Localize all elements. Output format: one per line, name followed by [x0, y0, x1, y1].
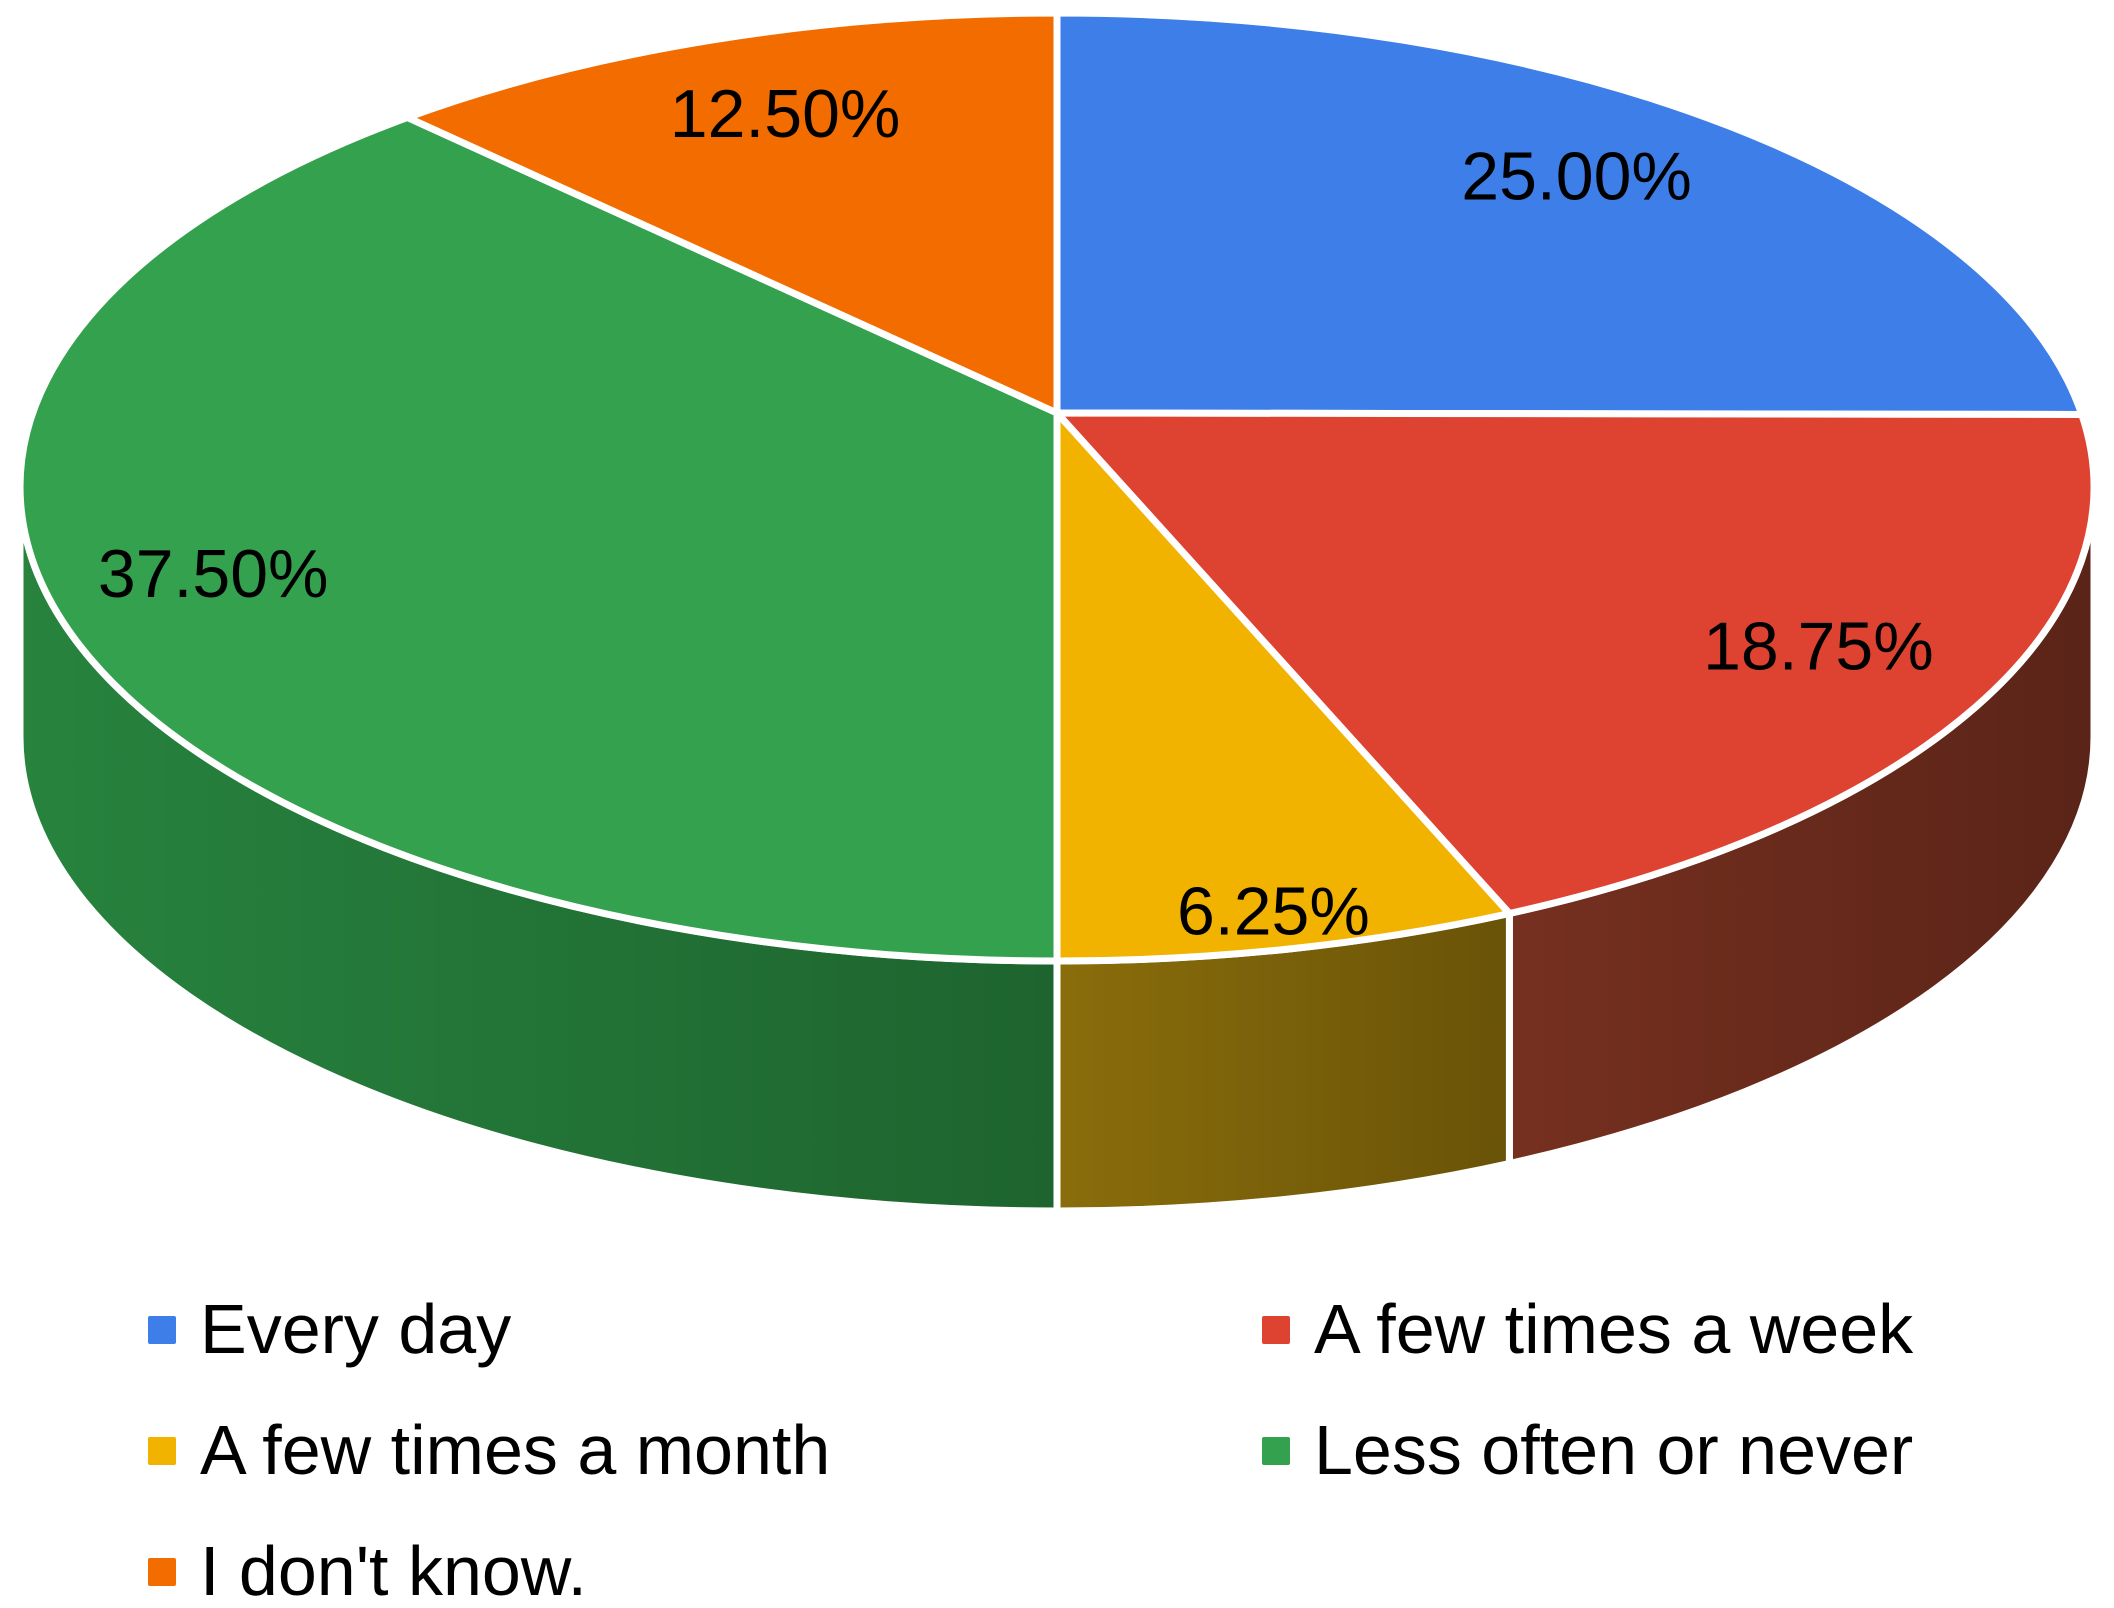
- legend-marker-orange: [148, 1557, 176, 1586]
- legend-marker-red: [1262, 1315, 1290, 1344]
- pie-slice: [404, 9, 1061, 417]
- slice-percent-label: 12.50%: [670, 76, 901, 152]
- pie-slice: [16, 114, 1061, 965]
- legend-marker-yellow: [148, 1436, 176, 1465]
- legend-label: Every day: [200, 1290, 512, 1368]
- pie-slice: [1053, 9, 2086, 418]
- legend-item-few-times-week: A few times a week: [1262, 1292, 1913, 1367]
- legend-label: A few times a week: [1314, 1290, 1914, 1368]
- legend-item-dont-know: I don't know.: [148, 1534, 587, 1608]
- legend-item-every-day: Every day: [148, 1292, 511, 1367]
- pie-slice: [1053, 409, 2098, 917]
- pie-slice: [1053, 409, 1513, 965]
- legend-label: I don't know.: [200, 1532, 587, 1608]
- slice-percent-label: 18.75%: [1703, 609, 1934, 685]
- legend-item-less-often-never: Less often or never: [1262, 1413, 1913, 1488]
- pie-3d-chart: 25.00% 18.75% 6.25% 37.50% 12.50%: [16, 9, 2098, 1211]
- legend-marker-blue: [148, 1315, 176, 1344]
- legend-item-few-times-month: A few times a month: [148, 1413, 830, 1488]
- legend-marker-green: [1262, 1436, 1290, 1465]
- slice-percent-label: 25.00%: [1461, 139, 1692, 215]
- slice-percent-label: 37.50%: [98, 536, 329, 612]
- legend-label: A few times a month: [200, 1411, 831, 1489]
- slice-percent-label: 6.25%: [1177, 873, 1370, 949]
- legend-label: Less often or never: [1314, 1411, 1914, 1489]
